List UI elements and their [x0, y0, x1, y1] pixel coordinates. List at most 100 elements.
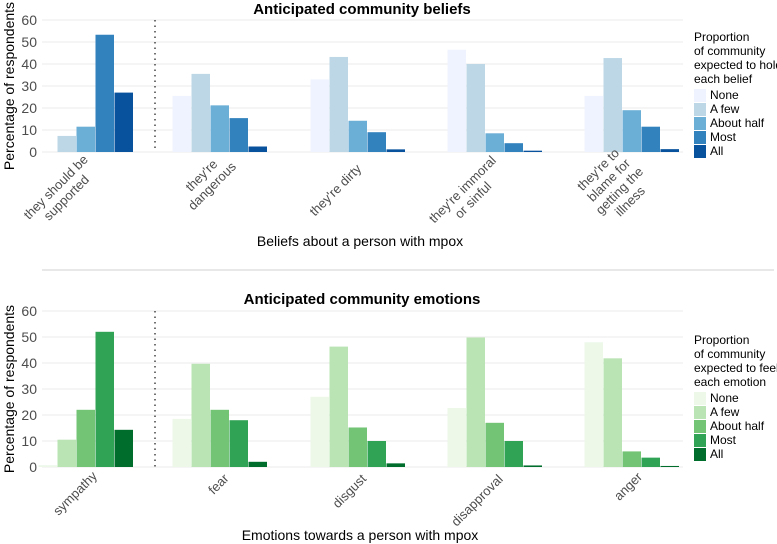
x-tick-label: sympathy [50, 468, 100, 518]
bar-about-half [210, 105, 229, 152]
bar-a-few [329, 346, 348, 467]
legend-label: All [710, 447, 723, 461]
legend-title: expected to hold [694, 58, 777, 72]
bar-most [367, 132, 386, 152]
legend-swatch [694, 131, 706, 144]
bar-a-few [57, 439, 76, 467]
bar-most [95, 34, 114, 152]
bar-all [114, 92, 133, 152]
bar-none [172, 95, 191, 152]
bar-about-half [622, 451, 641, 467]
x-tick-label: anger [611, 469, 646, 504]
bar-all [660, 465, 679, 467]
legend-title: Proportion [694, 333, 749, 347]
y-tick-label: 30 [21, 381, 37, 397]
x-tick-label: disapproval [448, 471, 506, 529]
bar-most [504, 441, 523, 467]
y-tick-label: 0 [29, 144, 37, 160]
bar-most [229, 420, 248, 467]
bar-none [584, 342, 603, 467]
legend-title: Proportion [694, 30, 749, 44]
x-tick-label: they're toblame forgetting theillness [571, 143, 656, 228]
bar-about-half [76, 409, 95, 467]
legend-label: About half [710, 419, 765, 433]
bar-about-half [485, 133, 504, 152]
bar-all [386, 149, 405, 152]
x-tick-label-line: they're dirty [306, 161, 364, 219]
bar-none [310, 79, 329, 152]
legend-label: Most [710, 130, 737, 144]
legend-title: of community [694, 347, 765, 361]
y-axis-title: Percentage of respondents [1, 2, 17, 170]
y-axis-title: Percentage of respondents [1, 305, 17, 473]
bar-all [248, 461, 267, 467]
bar-all [248, 146, 267, 152]
legend-label: None [710, 88, 739, 102]
legend-swatch [694, 89, 706, 102]
legend-title: each belief [694, 72, 753, 86]
bar-a-few [603, 58, 622, 153]
y-tick-label: 10 [21, 122, 37, 138]
bar-none [38, 465, 57, 467]
bar-most [641, 457, 660, 467]
x-tick-label-line: disgust [329, 471, 369, 511]
legend-swatch [694, 406, 706, 419]
y-tick-label: 50 [21, 34, 37, 50]
chart-title: Anticipated community emotions [244, 291, 481, 308]
legend-swatch [694, 103, 706, 116]
bar-most [95, 331, 114, 467]
y-tick-label: 20 [21, 100, 37, 116]
bar-all [660, 149, 679, 152]
bar-about-half [622, 110, 641, 152]
y-tick-label: 10 [21, 433, 37, 449]
x-tick-label: they're immoralor sinful [426, 153, 510, 237]
y-tick-label: 20 [21, 407, 37, 423]
x-tick-label-line: anger [611, 469, 646, 504]
legend-label: A few [710, 405, 740, 419]
bar-none [447, 49, 466, 153]
bar-none [584, 95, 603, 152]
legend-label: Most [710, 433, 737, 447]
bar-none [447, 407, 466, 467]
bar-a-few [466, 64, 485, 152]
y-tick-label: 0 [29, 459, 37, 475]
legend-swatch [694, 392, 706, 405]
bar-all [386, 463, 405, 467]
bar-a-few [466, 337, 485, 467]
bar-about-half [210, 409, 229, 467]
bar-about-half [348, 427, 367, 467]
bar-a-few [57, 135, 76, 152]
legend-swatch [694, 117, 706, 130]
x-tick-label: they're dirty [306, 161, 364, 219]
y-tick-label: 60 [21, 303, 37, 319]
bar-about-half [348, 120, 367, 152]
bar-a-few [329, 56, 348, 152]
bar-all [523, 150, 542, 152]
x-tick-label-line: sympathy [50, 468, 100, 518]
legend-title: each emotion [694, 375, 766, 389]
legend-label: All [710, 144, 723, 158]
bar-a-few [191, 73, 210, 152]
x-tick-label-line: disapproval [448, 471, 506, 529]
bar-none [172, 418, 191, 467]
x-tick-label: they should besupported [20, 152, 101, 233]
y-tick-label: 50 [21, 329, 37, 345]
x-tick-label: fear [205, 470, 232, 497]
bar-all [523, 465, 542, 467]
legend-swatch [694, 145, 706, 158]
bar-a-few [191, 363, 210, 467]
legend-label: None [710, 391, 739, 405]
bar-all [114, 429, 133, 467]
legend-swatch [694, 448, 706, 461]
legend-swatch [694, 434, 706, 447]
x-tick-label: they'redangerous [174, 148, 239, 213]
legend-label: A few [710, 102, 740, 116]
chart-panel-2: 0 10 20 30 40 50 60 Anticipated community emoti… [1, 291, 777, 543]
bar-none [310, 396, 329, 467]
legend-swatch [694, 420, 706, 433]
bar-most [641, 126, 660, 152]
bar-a-few [603, 358, 622, 467]
x-tick-label-line: fear [205, 470, 232, 497]
y-tick-label: 40 [21, 355, 37, 371]
